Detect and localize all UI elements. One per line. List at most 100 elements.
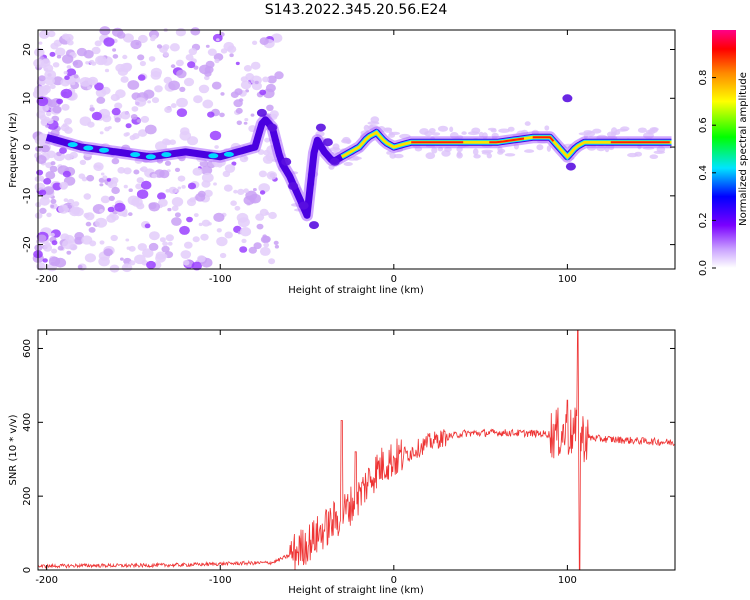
noise-cell	[148, 202, 160, 212]
noise-cell	[231, 161, 237, 166]
noise-cell	[213, 182, 217, 186]
ridge-blob	[288, 182, 299, 191]
noise-cell	[66, 68, 77, 77]
noise-cell	[114, 102, 123, 110]
noise-cell	[123, 184, 128, 189]
noise-cell	[437, 125, 449, 132]
noise-cell	[130, 114, 138, 120]
noise-cell	[258, 183, 271, 193]
noise-cell	[546, 145, 552, 152]
x-tick-label: -200	[35, 575, 58, 586]
noise-cell	[237, 188, 245, 195]
noise-cell	[244, 118, 249, 122]
noise-cell	[472, 148, 479, 156]
noise-cell	[114, 202, 126, 212]
noise-cell	[176, 97, 188, 108]
noise-cell	[239, 246, 248, 253]
noise-cell	[120, 76, 129, 83]
noise-cell	[504, 153, 516, 157]
noise-cell	[649, 154, 659, 159]
noise-cell	[223, 184, 233, 192]
noise-cell	[461, 131, 467, 135]
noise-cell	[151, 97, 160, 104]
spectrogram-frame	[37, 29, 676, 270]
noise-cell	[99, 183, 104, 187]
ridge-core	[208, 153, 219, 159]
noise-cell	[456, 152, 463, 159]
noise-cell	[224, 231, 233, 239]
noise-cell	[250, 113, 255, 117]
noise-cell	[259, 208, 269, 216]
noise-cell	[229, 53, 234, 58]
noise-cell	[87, 86, 92, 90]
noise-cell	[87, 76, 98, 86]
noise-cell	[70, 81, 76, 86]
noise-cell	[49, 165, 58, 173]
noise-cell	[46, 212, 52, 218]
noise-cell	[120, 257, 124, 261]
noise-cell	[111, 186, 120, 195]
colorbar-tick-label: 0.0	[698, 260, 709, 276]
noise-cell	[253, 242, 262, 250]
noise-cell	[116, 31, 126, 39]
noise-cell	[136, 189, 149, 199]
y-tick-label: -20	[22, 236, 33, 252]
noise-cell	[143, 89, 155, 99]
noise-cell	[106, 178, 111, 182]
noise-cell	[33, 58, 45, 68]
noise-cell	[104, 68, 110, 73]
y-tick-label: 10	[22, 92, 33, 105]
noise-cell	[146, 260, 156, 269]
noise-cell	[352, 155, 360, 161]
noise-cell	[646, 129, 656, 135]
noise-cell	[235, 61, 240, 66]
noise-cell	[262, 76, 270, 83]
noise-cell	[63, 71, 68, 75]
snr-y-label: SNR (10 * v/v)	[8, 414, 19, 485]
noise-cell	[114, 117, 121, 123]
noise-cell	[171, 217, 182, 226]
noise-cell	[237, 217, 250, 228]
noise-cell	[122, 54, 128, 60]
noise-cell	[164, 160, 172, 166]
noise-cell	[64, 75, 70, 80]
noise-cell	[263, 242, 270, 248]
noise-cell	[182, 259, 190, 266]
noise-cell	[201, 165, 213, 175]
colorbar-gradient	[712, 30, 736, 268]
noise-cell	[137, 54, 145, 61]
noise-cell	[180, 127, 190, 136]
noise-cell	[207, 48, 217, 56]
noise-cell	[192, 167, 203, 176]
noise-cell	[138, 129, 148, 137]
noise-cell	[149, 231, 160, 241]
noise-cell	[150, 37, 156, 42]
noise-cell	[267, 75, 277, 84]
noise-cell	[136, 119, 141, 123]
noise-cell	[262, 234, 268, 239]
noise-cell	[207, 222, 212, 226]
noise-cell	[189, 197, 196, 203]
noise-cell	[50, 42, 59, 50]
noise-cell	[250, 61, 261, 70]
ridge-blob	[256, 108, 267, 117]
noise-cell	[259, 37, 269, 45]
noise-cell	[186, 216, 193, 223]
noise-cell	[126, 246, 131, 250]
noise-cell	[254, 80, 259, 85]
noise-cell	[94, 40, 102, 47]
noise-cell	[110, 234, 118, 242]
noise-cell	[51, 240, 58, 246]
noise-cell	[99, 26, 111, 36]
noise-cell	[120, 62, 132, 73]
noise-cell	[174, 167, 181, 172]
noise-cell	[64, 118, 72, 125]
noise-cell	[197, 190, 206, 198]
noise-cell	[184, 241, 193, 249]
noise-cell	[125, 238, 130, 242]
noise-cell	[259, 89, 267, 96]
noise-cell	[94, 164, 98, 168]
noise-cell	[138, 34, 148, 44]
noise-cell	[103, 37, 115, 47]
noise-cell	[431, 147, 438, 154]
